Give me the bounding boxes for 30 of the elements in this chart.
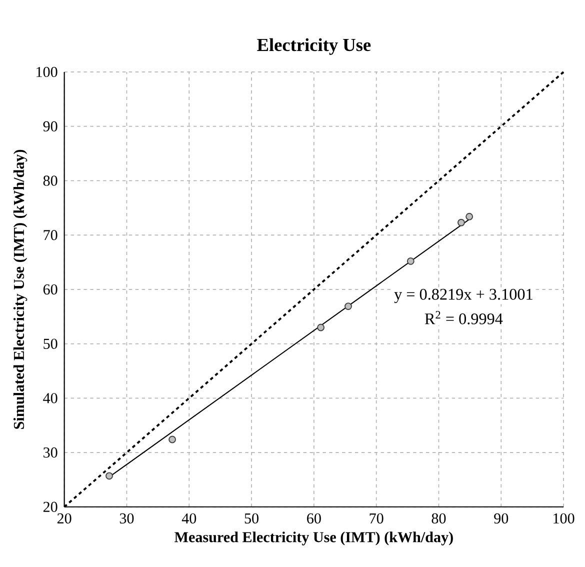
annotation: y = 0.8219x + 3.1001 xyxy=(394,289,532,304)
x-tick-label: 90 xyxy=(494,514,508,524)
x-tick-label: 40 xyxy=(182,514,196,524)
point xyxy=(317,324,325,332)
x-tick-label: 80 xyxy=(432,514,446,524)
y-tick-label: 80 xyxy=(43,176,58,186)
y-tick-label: 100 xyxy=(36,67,58,78)
x-tick-label: 20 xyxy=(57,514,72,524)
x-tick-label: 50 xyxy=(244,514,258,524)
x-tick-label: 70 xyxy=(370,514,384,524)
y-tick-label: 50 xyxy=(44,338,58,350)
x-tick-label: 100 xyxy=(554,514,574,524)
point xyxy=(168,436,176,444)
y-tick-label: 30 xyxy=(44,448,58,458)
y-tick-label: 40 xyxy=(43,393,58,404)
point xyxy=(466,213,474,220)
y-tick-label: 70 xyxy=(44,230,58,240)
x-tick-label: 60 xyxy=(307,514,321,524)
x-tick-label: 30 xyxy=(120,514,134,524)
point xyxy=(406,258,414,266)
point xyxy=(106,472,113,480)
y-tick-label: 90 xyxy=(43,121,58,132)
point xyxy=(457,219,465,226)
annotation: R$^{2}$ = 0.9994 xyxy=(424,311,503,325)
chart-title: Electricity Use xyxy=(257,38,371,56)
point xyxy=(344,302,352,310)
y-tick-label: 60 xyxy=(43,284,58,295)
x-axis-title: Measured Electricity Use (IMT) (kWh/day) xyxy=(174,532,453,546)
y-axis-title: Simulated Electricity Use (IMT) (kWh/day) xyxy=(13,150,28,430)
y-tick-label: 20 xyxy=(43,502,58,512)
